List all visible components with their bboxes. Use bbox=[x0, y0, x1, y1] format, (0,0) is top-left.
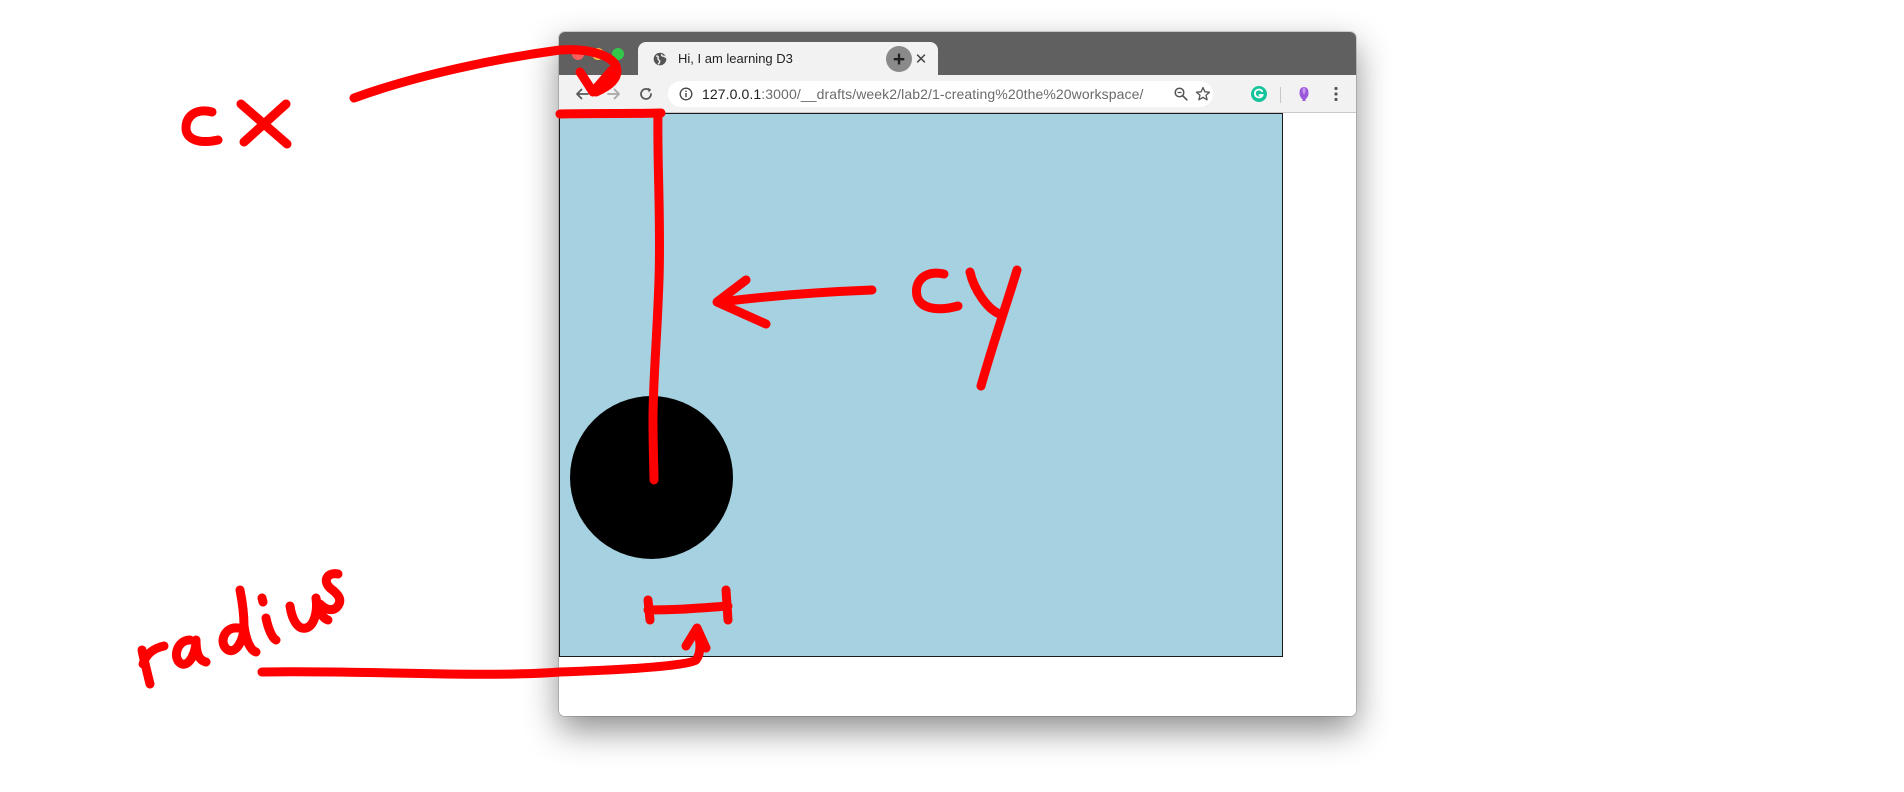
info-icon[interactable] bbox=[679, 87, 693, 101]
purple-extension-icon[interactable] bbox=[1294, 84, 1314, 104]
annotation-radius-i bbox=[257, 593, 281, 645]
minimize-window-button[interactable] bbox=[592, 48, 604, 60]
kebab-menu-icon[interactable] bbox=[1326, 84, 1346, 104]
annotation-radius-d bbox=[218, 585, 261, 657]
forward-arrow-icon[interactable] bbox=[603, 83, 625, 105]
url-text: 127.0.0.1:3000/__drafts/week2/lab2/1-cre… bbox=[702, 86, 1152, 102]
address-bar[interactable]: 127.0.0.1:3000/__drafts/week2/lab2/1-cre… bbox=[668, 81, 1213, 107]
browser-window: Hi, I am learning D3 ✕ + bbox=[559, 32, 1356, 716]
svg-workspace bbox=[559, 113, 1283, 657]
globe-icon bbox=[652, 51, 668, 67]
black-circle bbox=[570, 396, 733, 559]
zoom-icon[interactable] bbox=[1173, 86, 1189, 102]
annotation-radius-r bbox=[137, 641, 169, 689]
grammarly-icon[interactable] bbox=[1249, 84, 1269, 104]
back-arrow-icon[interactable] bbox=[571, 83, 593, 105]
browser-toolbar: 127.0.0.1:3000/__drafts/week2/lab2/1-cre… bbox=[559, 75, 1356, 113]
tab-close-icon[interactable]: ✕ bbox=[914, 50, 928, 68]
annotation-radius-s bbox=[315, 569, 345, 615]
maximize-window-button[interactable] bbox=[612, 48, 624, 60]
annotation-radius-u bbox=[285, 593, 333, 633]
toolbar-divider bbox=[1280, 87, 1281, 103]
page-viewport bbox=[559, 113, 1356, 716]
tab-title: Hi, I am learning D3 bbox=[678, 51, 793, 66]
annotation-radius-a bbox=[171, 635, 211, 669]
close-window-button[interactable] bbox=[572, 48, 584, 60]
tab-bar: Hi, I am learning D3 ✕ + bbox=[559, 32, 1356, 75]
url-host: 127.0.0.1 bbox=[702, 86, 762, 102]
star-icon[interactable] bbox=[1195, 86, 1211, 102]
reload-icon[interactable] bbox=[635, 83, 657, 105]
url-path: :3000/__drafts/week2/lab2/1-creating%20t… bbox=[761, 86, 1144, 102]
annotation-cx-x bbox=[236, 99, 292, 149]
annotation-cx-c bbox=[181, 106, 223, 146]
new-tab-button[interactable]: + bbox=[886, 46, 912, 72]
